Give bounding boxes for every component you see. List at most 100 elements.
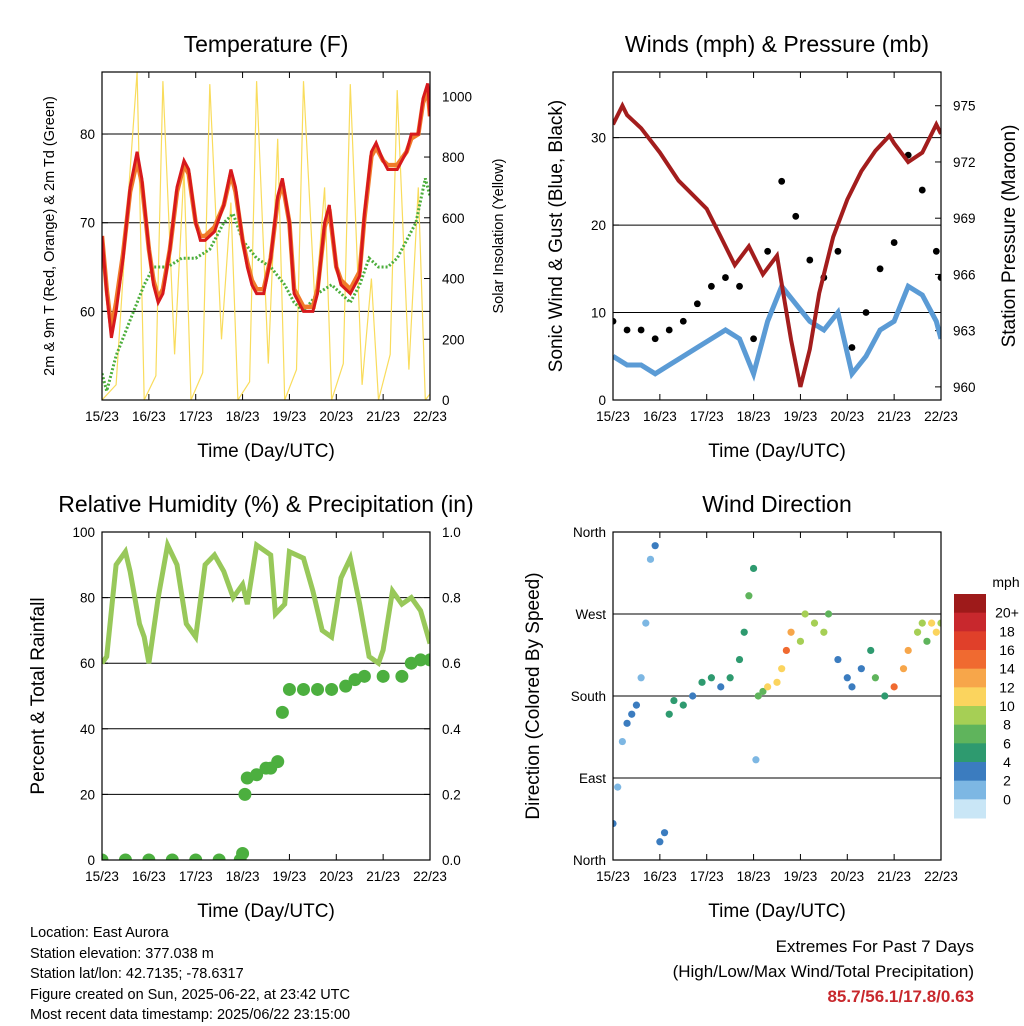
- panel4-ylabel: Direction (Colored By Speed): [523, 572, 544, 819]
- panel4-ytick-label: West: [575, 607, 606, 622]
- direction-point: [646, 555, 655, 563]
- info-elevation: Station elevation: 377.038 m: [30, 945, 214, 962]
- precip-point: [118, 853, 132, 860]
- panel2-y2tick-label: 963: [953, 324, 976, 339]
- gust-point: [613, 317, 617, 325]
- panel1-xtick-label: 16/23: [132, 409, 166, 424]
- gust-point: [848, 344, 856, 351]
- precip-point: [395, 669, 409, 683]
- panel2-ylabel: Sonic Wind & Gust (Blue, Black): [546, 100, 567, 372]
- panel2-title: Winds (mph) & Pressure (mb): [625, 31, 929, 57]
- direction-point: [614, 783, 622, 791]
- gust-point: [937, 274, 941, 281]
- panel3-xtick-label: 16/23: [132, 869, 166, 884]
- colorbar-label: 10: [999, 698, 1015, 714]
- colorbar-swatch: [954, 687, 986, 707]
- panel3-y2tick-label: 0.4: [442, 722, 461, 737]
- colorbar-swatch: [954, 706, 986, 726]
- direction-point: [904, 646, 912, 655]
- panel1-xtick-label: 21/23: [366, 409, 400, 424]
- colorbar-label: 18: [999, 623, 1015, 639]
- panel3-xlabel: Time (Day/UTC): [197, 901, 335, 922]
- gust-point: [918, 186, 926, 194]
- precip-point: [423, 653, 430, 667]
- panel1-y2label: Solar Insolation (Yellow): [491, 158, 507, 313]
- panel3-y2tick-label: 0.2: [442, 787, 461, 802]
- panel4-xtick-label: 19/23: [784, 869, 818, 884]
- panel2-ytick-label: 10: [591, 306, 606, 321]
- direction-point: [740, 628, 748, 636]
- gust-point: [876, 265, 884, 273]
- panel4-ytick-label: North: [573, 853, 606, 868]
- panel3-ylabel: Percent & Total Rainfall: [28, 597, 49, 794]
- panel1-xtick-label: 18/23: [226, 409, 260, 424]
- gust-point: [890, 239, 898, 246]
- gust-point: [665, 326, 673, 334]
- gust-point: [764, 247, 772, 255]
- panel1-y2tick-label: 800: [442, 150, 465, 165]
- panel2-frame: [612, 71, 942, 401]
- direction-point: [890, 683, 898, 691]
- panel3-xtick-label: 19/23: [273, 869, 307, 884]
- gust-point: [651, 335, 659, 343]
- direction-point: [660, 829, 669, 837]
- panel1-xtick-label: 20/23: [319, 409, 353, 424]
- panel1-y2tick-label: 200: [442, 332, 465, 347]
- direction-point: [843, 674, 851, 682]
- panel1-xtick-label: 19/23: [273, 409, 307, 424]
- colorbar-title: mph: [992, 574, 1019, 590]
- precip-point: [296, 682, 310, 696]
- direction-point: [618, 737, 626, 746]
- panel2-xtick-label: 17/23: [690, 409, 724, 424]
- panel3-xtick-label: 15/23: [85, 869, 119, 884]
- direction-point: [642, 619, 650, 627]
- panel4-ytick-label: North: [573, 525, 606, 540]
- pressure-line: [613, 101, 941, 388]
- colorbar-label: 8: [1003, 717, 1011, 733]
- direction-point: [745, 592, 753, 600]
- gust-point: [736, 282, 743, 290]
- direction-point: [754, 692, 762, 700]
- panel3-series: [102, 537, 430, 860]
- panel4-xlabel: Time (Day/UTC): [708, 901, 846, 922]
- direction-point: [810, 619, 819, 627]
- direction-point: [717, 683, 725, 691]
- panel4-title: Wind Direction: [702, 491, 852, 517]
- direction-point: [651, 542, 659, 550]
- direction-point: [820, 628, 828, 636]
- direction-point: [928, 619, 936, 627]
- panel2-y2tick-label: 972: [953, 155, 976, 170]
- panel2-xtick-label: 16/23: [643, 409, 677, 424]
- precip-point: [238, 787, 252, 801]
- precip-point: [282, 682, 296, 696]
- panel2-y2tick-label: 966: [953, 267, 976, 282]
- precip-point: [376, 669, 390, 683]
- direction-point: [726, 674, 734, 682]
- panel3-ytick-label: 100: [72, 525, 95, 540]
- panel1-y2tick-label: 1000: [442, 89, 472, 104]
- colorbar-label: 0: [1003, 791, 1011, 807]
- panel3-xtick-label: 22/23: [413, 869, 447, 884]
- colorbar-swatch: [954, 743, 986, 763]
- colorbar-label: 4: [1003, 754, 1011, 770]
- precip-point: [311, 682, 325, 696]
- info-latlon: Station lat/lon: 42.7135; -78.6317: [30, 966, 244, 982]
- panel2-xtick-label: 19/23: [784, 409, 818, 424]
- direction-point: [707, 674, 716, 682]
- precip-point: [236, 846, 250, 860]
- precip-point: [271, 755, 285, 769]
- gust-point: [722, 274, 729, 281]
- colorbar-swatch: [954, 799, 986, 819]
- info-location: Location: East Aurora: [30, 925, 169, 941]
- panel3-y2tick-label: 1.0: [442, 525, 461, 540]
- panel2-y2label: Station Pressure (Maroon): [999, 125, 1020, 348]
- rh-line: [102, 537, 430, 668]
- panel3-ytick-label: 20: [80, 787, 95, 802]
- precip-point: [189, 853, 203, 860]
- panel1-ytick-label: 80: [80, 127, 95, 142]
- panel4-series: [613, 542, 941, 846]
- direction-point: [759, 687, 767, 696]
- direction-point: [632, 701, 641, 709]
- direction-point: [899, 665, 908, 673]
